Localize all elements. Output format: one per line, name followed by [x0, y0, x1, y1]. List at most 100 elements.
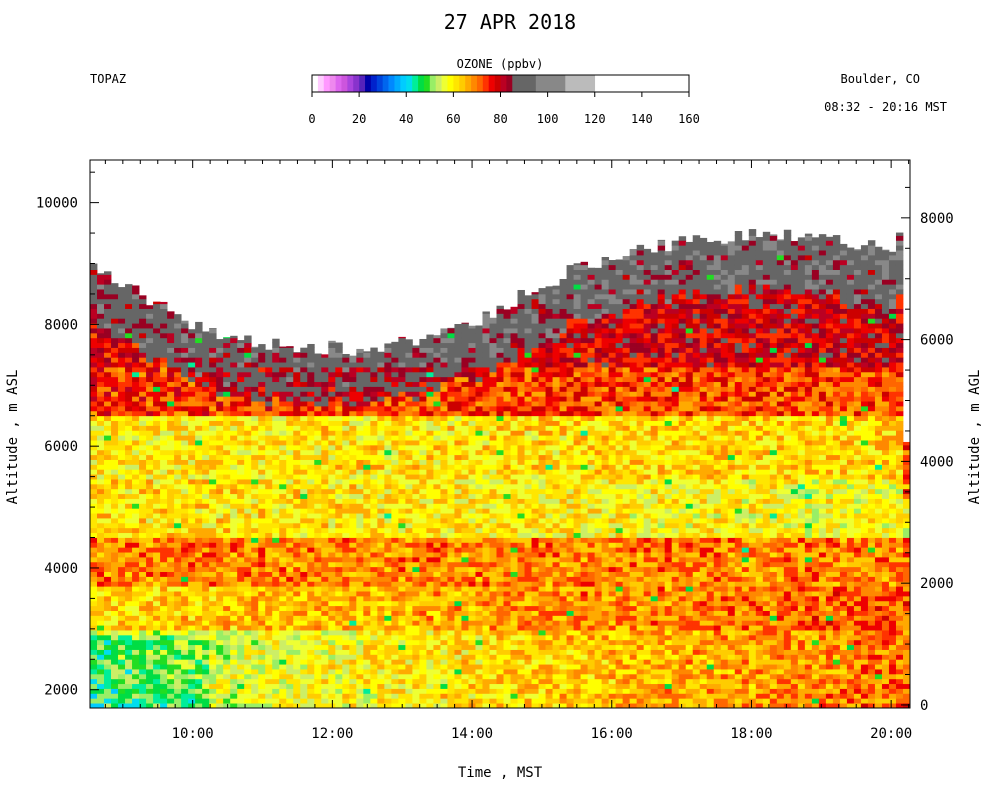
ozone-cell	[412, 345, 420, 348]
ozone-cell	[454, 367, 462, 373]
ozone-cell	[286, 571, 294, 577]
ozone-cell	[139, 508, 147, 514]
ozone-cell	[174, 454, 182, 460]
ozone-cell	[363, 483, 371, 490]
ozone-cell	[181, 693, 189, 699]
ozone-cell	[370, 576, 378, 582]
ozone-cell	[475, 561, 483, 568]
ozone-cell	[489, 693, 497, 699]
ozone-cell	[419, 591, 427, 597]
ozone-cell	[461, 576, 469, 582]
ozone-cell	[265, 498, 273, 504]
ozone-cell	[342, 415, 350, 422]
ozone-cell	[468, 625, 476, 631]
ozone-cell	[181, 391, 189, 397]
ozone-cell	[349, 649, 357, 655]
ozone-cell	[342, 571, 350, 577]
ozone-cell	[482, 693, 490, 699]
ozone-cell	[314, 513, 322, 519]
ozone-cell	[342, 386, 350, 392]
ozone-cell	[461, 332, 469, 339]
ozone-cell	[216, 595, 224, 602]
ozone-cell	[356, 605, 364, 611]
ozone-cell	[293, 644, 301, 650]
ozone-cell	[496, 464, 504, 470]
ozone-cell	[468, 440, 476, 446]
ozone-cell	[216, 683, 224, 689]
ozone-cell	[517, 396, 525, 402]
ozone-cell	[300, 605, 308, 611]
ozone-cell	[384, 430, 392, 436]
ozone-cell	[139, 513, 147, 519]
ozone-cell	[195, 396, 203, 402]
colorbar-segment	[353, 75, 360, 92]
ozone-cell	[524, 518, 532, 524]
ozone-cell	[118, 693, 126, 699]
ozone-cell	[370, 561, 378, 568]
ozone-cell	[356, 576, 364, 582]
ozone-cell	[132, 396, 140, 402]
ozone-cell	[468, 669, 476, 675]
ozone-cell	[454, 415, 462, 422]
ozone-cell	[97, 371, 105, 378]
ozone-cell	[503, 449, 511, 456]
ozone-cell	[398, 410, 406, 417]
ozone-cell	[440, 600, 448, 607]
ozone-cell	[216, 654, 224, 660]
ozone-cell	[489, 479, 497, 485]
ozone-cell	[167, 454, 175, 460]
ozone-cell	[342, 503, 350, 509]
ozone-cell	[237, 630, 245, 636]
ozone-cell	[223, 625, 231, 631]
ozone-cell	[349, 703, 357, 709]
ozone-cell	[97, 649, 105, 655]
ozone-cell	[90, 337, 98, 344]
ozone-cell	[335, 610, 343, 616]
ozone-cell	[258, 552, 266, 558]
ozone-cell	[216, 386, 224, 392]
ozone-cell	[328, 693, 336, 699]
ozone-cell	[454, 576, 462, 582]
ozone-cell	[223, 571, 231, 577]
ozone-cell	[433, 337, 441, 344]
ozone-cell	[356, 615, 364, 621]
ozone-cell	[139, 391, 147, 397]
colorbar-segment	[465, 75, 472, 92]
ozone-cell	[496, 659, 504, 665]
ozone-cell	[230, 396, 238, 402]
ozone-cell	[167, 654, 175, 660]
ozone-cell	[447, 425, 455, 431]
ozone-cell	[97, 362, 105, 368]
ozone-cell	[391, 639, 399, 646]
ozone-cell	[321, 600, 329, 607]
ozone-cell	[104, 527, 112, 534]
ozone-cell	[230, 357, 238, 363]
ozone-cell	[356, 595, 364, 602]
ozone-cell	[104, 566, 112, 573]
ozone-cell	[125, 518, 133, 524]
ozone-cell	[216, 381, 224, 387]
ozone-cell	[503, 644, 511, 650]
ozone-cell	[328, 444, 336, 451]
ozone-cell	[202, 600, 210, 607]
ozone-cell	[90, 683, 98, 689]
ozone-cell	[174, 649, 182, 655]
ozone-cell	[510, 698, 518, 704]
ozone-cell	[230, 698, 238, 704]
chart-title: 27 APR 2018	[444, 10, 576, 34]
ozone-cell	[447, 654, 455, 660]
ozone-cell	[461, 469, 469, 475]
ozone-cell	[181, 435, 189, 441]
ozone-cell	[111, 571, 119, 577]
ozone-cell	[489, 498, 497, 504]
ozone-cell	[391, 703, 399, 709]
ozone-cell	[440, 678, 448, 685]
ozone-cell	[104, 673, 112, 680]
ozone-cell	[391, 644, 399, 650]
ozone-cell	[202, 474, 210, 480]
ozone-cell	[482, 591, 490, 597]
ozone-cell	[195, 688, 203, 694]
ozone-cell	[111, 479, 119, 485]
ozone-cell	[174, 698, 182, 704]
ozone-cell	[230, 610, 238, 616]
